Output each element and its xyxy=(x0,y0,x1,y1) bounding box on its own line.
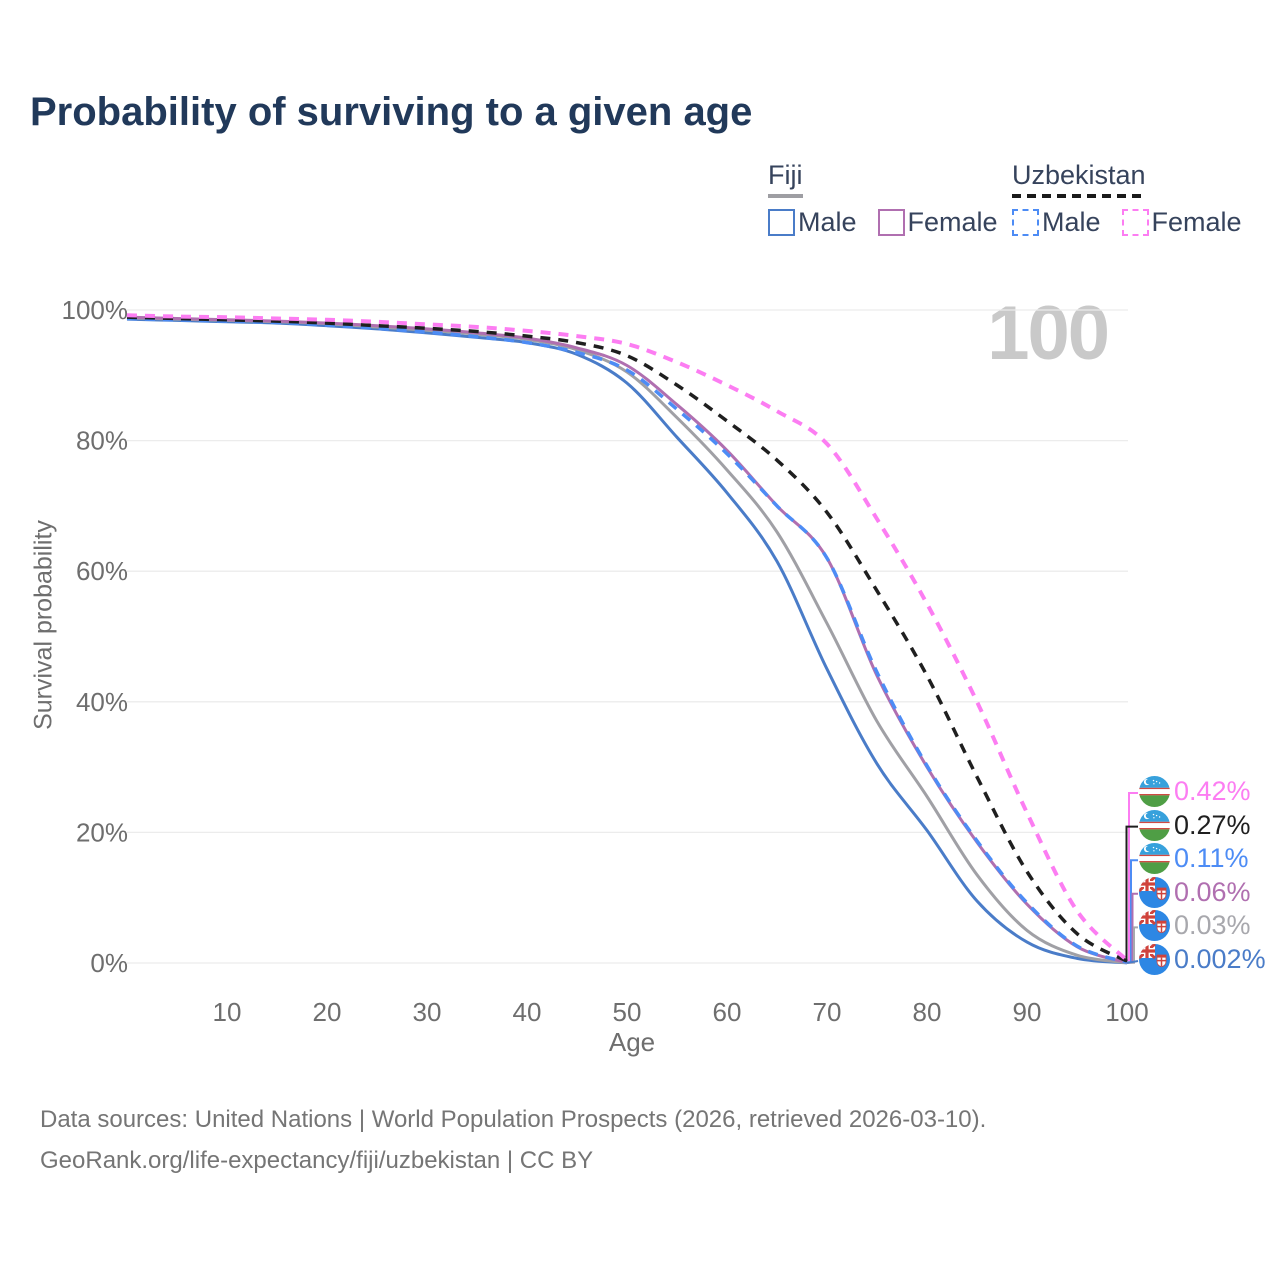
legend-header-fiji: Fiji xyxy=(768,160,803,190)
legend-item-uzbekistan-female[interactable]: Female xyxy=(1121,207,1242,238)
x-tick-label: 40 xyxy=(513,997,542,1027)
x-tick-label: 90 xyxy=(1013,997,1042,1027)
uzbekistan-flag-icon xyxy=(1139,810,1170,841)
end-label-value: 0.42% xyxy=(1174,776,1251,806)
uzbekistan-male-swatch-icon xyxy=(1012,209,1039,236)
x-tick-label: 70 xyxy=(813,997,842,1027)
uzbekistan-female-swatch-icon xyxy=(1121,209,1149,236)
legend-item-label: Male xyxy=(798,207,857,237)
uzbekistan-flag-icon xyxy=(1139,843,1170,874)
curve-uzbekistan-female[interactable] xyxy=(126,313,1129,962)
legend-item-label: Male xyxy=(1042,207,1101,237)
curve-fiji-male[interactable] xyxy=(126,317,1128,965)
legend-header-uzbekistan: Uzbekistan xyxy=(1012,160,1146,190)
legend-group-uzbekistan: Uzbekistan Male Female xyxy=(1012,160,1242,238)
curve-uzbekistan-total[interactable] xyxy=(126,315,1128,963)
fiji-female-swatch-icon xyxy=(877,209,905,236)
y-tick-label: 40% xyxy=(76,687,128,717)
end-label-value: 0.03% xyxy=(1174,910,1251,941)
legend-item-label: Female xyxy=(1151,207,1242,237)
fiji-flag-icon xyxy=(1139,944,1170,975)
x-tick-label: 20 xyxy=(313,997,342,1027)
legend-item-label: Female xyxy=(907,207,998,237)
x-axis-label: Age xyxy=(608,1027,656,1057)
curve-uzbekistan-male[interactable] xyxy=(126,316,1128,964)
fiji-flag-icon xyxy=(1139,877,1170,908)
end-label-connector xyxy=(1125,825,1138,963)
end-label-uzbekistan-male: 0.11% xyxy=(1139,843,1249,874)
x-tick-label: 50 xyxy=(613,997,642,1027)
end-label-fiji-male: 0.002% xyxy=(1139,944,1266,975)
footer-data-sources: Data sources: United Nations | World Pop… xyxy=(40,1106,987,1133)
fiji-male-swatch-icon xyxy=(768,209,795,236)
end-label-connector xyxy=(1127,792,1138,962)
x-tick-label: 30 xyxy=(413,997,442,1027)
legend-item-fiji-female[interactable]: Female xyxy=(877,207,998,238)
end-label-value: 0.27% xyxy=(1174,809,1251,840)
end-label-fiji-total: 0.03% xyxy=(1139,910,1251,941)
page-title: Probability of surviving to a given age xyxy=(30,90,753,134)
x-tick-label: 100 xyxy=(1105,997,1148,1027)
x-tick-label: 60 xyxy=(713,997,742,1027)
y-tick-label: 0% xyxy=(90,948,128,978)
end-label-uzbekistan-total: 0.27% xyxy=(1139,809,1251,841)
y-axis-label: Survival probability xyxy=(29,520,58,730)
curve-fiji-female[interactable] xyxy=(126,315,1128,965)
curve-fiji-total[interactable] xyxy=(126,316,1128,965)
footer-attribution: GeoRank.org/life-expectancy/fiji/uzbekis… xyxy=(40,1147,594,1174)
legend-group-fiji: Fiji Male Female xyxy=(768,160,998,238)
end-label-fiji-female: 0.06% xyxy=(1139,876,1251,908)
hovered-age-watermark: 100 xyxy=(987,291,1110,376)
y-tick-label: 100% xyxy=(62,295,129,325)
legend-item-fiji-male[interactable]: Male xyxy=(768,207,857,238)
x-tick-label: 10 xyxy=(213,997,242,1027)
end-label-value: 0.002% xyxy=(1174,944,1266,974)
end-label-connector xyxy=(1126,960,1139,964)
uzbekistan-flag-icon xyxy=(1139,776,1170,807)
end-label-uzbekistan-female: 0.42% xyxy=(1139,776,1251,807)
y-tick-label: 60% xyxy=(76,556,128,586)
x-tick-label: 80 xyxy=(913,997,942,1027)
legend-underline-fiji xyxy=(768,194,803,198)
legend-underline-uzbekistan xyxy=(1012,194,1146,198)
end-label-value: 0.06% xyxy=(1174,876,1251,907)
y-tick-label: 20% xyxy=(76,817,128,847)
end-label-value: 0.11% xyxy=(1174,843,1249,874)
fiji-flag-icon xyxy=(1139,910,1170,941)
legend-item-uzbekistan-male[interactable]: Male xyxy=(1012,207,1101,238)
y-tick-label: 80% xyxy=(76,426,128,456)
